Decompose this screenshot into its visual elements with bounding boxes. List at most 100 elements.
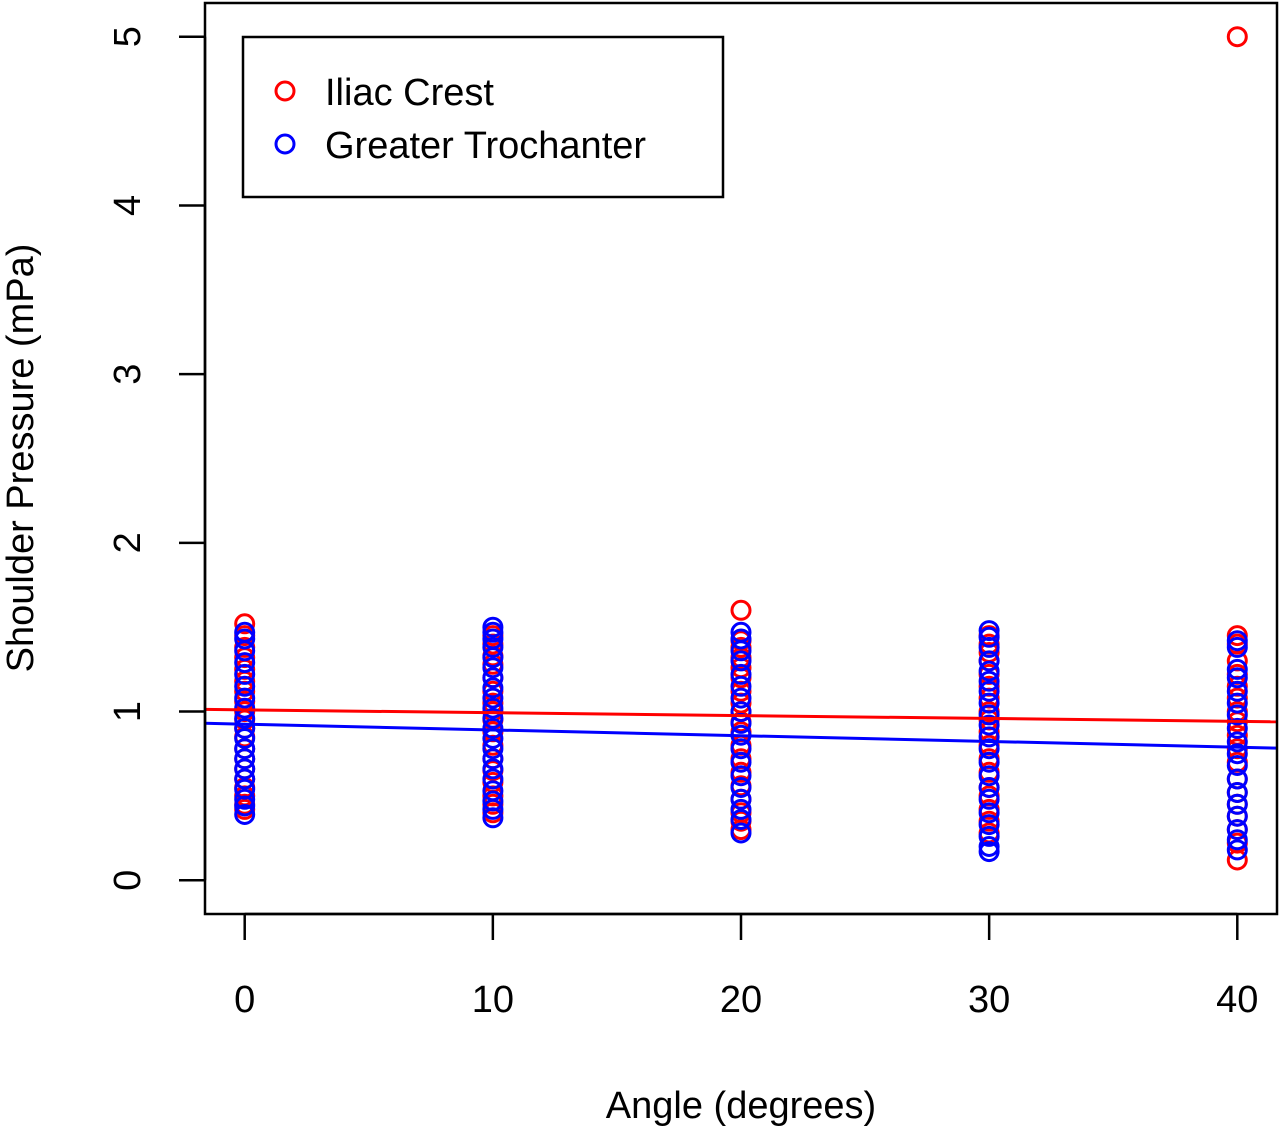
point-greater-trochanter — [1226, 630, 1248, 652]
point-greater-trochanter — [1226, 782, 1248, 803]
point-greater-trochanter — [1226, 793, 1248, 815]
y-tick-label: 2 — [107, 532, 149, 553]
y-tick-label: 3 — [107, 364, 149, 385]
point-greater-trochanter — [730, 738, 752, 760]
point-greater-trochanter — [978, 670, 1000, 692]
point-greater-trochanter — [978, 751, 1000, 773]
point-greater-trochanter — [1226, 667, 1248, 689]
point-greater-trochanter — [730, 663, 752, 685]
point-greater-trochanter — [234, 652, 256, 674]
point-greater-trochanter — [978, 660, 1000, 682]
x-tick-label: 30 — [968, 979, 1010, 1021]
point-greater-trochanter — [482, 687, 504, 709]
point-greater-trochanter — [730, 822, 752, 844]
point-iliac-crest — [234, 613, 256, 635]
point-greater-trochanter — [234, 748, 256, 770]
point-greater-trochanter — [1226, 704, 1248, 726]
point-greater-trochanter — [234, 728, 256, 749]
point-greater-trochanter — [978, 726, 1000, 748]
point-greater-trochanter — [730, 751, 752, 773]
point-greater-trochanter — [482, 807, 504, 829]
point-greater-trochanter — [482, 748, 504, 770]
point-greater-trochanter — [234, 738, 256, 760]
point-greater-trochanter — [978, 650, 1000, 672]
point-greater-trochanter — [730, 809, 752, 830]
point-greater-trochanter — [730, 650, 752, 672]
point-iliac-crest — [1226, 26, 1248, 48]
point-iliac-crest — [730, 599, 752, 621]
point-greater-trochanter — [1226, 731, 1248, 753]
point-greater-trochanter — [978, 680, 1000, 702]
point-greater-trochanter — [234, 758, 256, 780]
point-greater-trochanter — [482, 707, 504, 729]
x-tick-label: 40 — [1216, 979, 1258, 1021]
point-greater-trochanter — [482, 697, 504, 719]
fit-line-iliac-crest — [204, 707, 1278, 724]
legend-marker-iliac-crest — [274, 80, 296, 102]
point-greater-trochanter — [1226, 839, 1248, 861]
point-greater-trochanter — [482, 657, 504, 679]
point-greater-trochanter — [978, 802, 1000, 824]
point-greater-trochanter — [1226, 636, 1248, 658]
point-greater-trochanter — [1226, 768, 1248, 790]
point-greater-trochanter — [978, 765, 1000, 787]
y-axis: 0 1 2 3 4 5 — [107, 26, 207, 891]
y-axis-label: Shoulder Pressure (mPa) — [0, 244, 42, 673]
point-greater-trochanter — [730, 701, 752, 723]
point-greater-trochanter — [730, 675, 752, 697]
legend-label-greater-trochanter: Greater Trochanter — [325, 125, 646, 167]
point-greater-trochanter — [1226, 680, 1248, 702]
point-greater-trochanter — [482, 647, 504, 669]
fit-lines-layer — [204, 707, 1278, 750]
point-greater-trochanter — [482, 798, 504, 820]
x-axis-label: Angle (degrees) — [606, 1085, 876, 1127]
point-greater-trochanter — [234, 640, 256, 662]
point-greater-trochanter — [978, 825, 1000, 847]
point-greater-trochanter — [482, 621, 504, 643]
point-greater-trochanter — [482, 636, 504, 658]
point-greater-trochanter — [730, 628, 752, 650]
point-greater-trochanter — [978, 841, 1000, 863]
point-greater-trochanter — [1226, 658, 1248, 680]
y-tick-label: 0 — [107, 870, 149, 891]
point-greater-trochanter — [234, 663, 256, 685]
point-greater-trochanter — [1226, 755, 1248, 776]
y-tick-label: 5 — [107, 26, 149, 47]
point-greater-trochanter — [482, 768, 504, 790]
point-greater-trochanter — [978, 692, 1000, 714]
point-greater-trochanter — [978, 714, 1000, 736]
x-tick-label: 0 — [234, 979, 255, 1021]
point-greater-trochanter — [482, 677, 504, 699]
legend: Iliac Crest Greater Trochanter — [241, 35, 725, 199]
point-greater-trochanter — [234, 795, 256, 817]
legend-marker-greater-trochanter — [274, 133, 296, 155]
point-greater-trochanter — [234, 687, 256, 709]
point-greater-trochanter — [978, 738, 1000, 760]
point-greater-trochanter — [482, 758, 504, 780]
y-tick-label: 4 — [107, 195, 149, 216]
point-greater-trochanter — [730, 687, 752, 709]
point-greater-trochanter — [1226, 829, 1248, 851]
point-iliac-crest — [1226, 849, 1248, 871]
fit-line-greater-trochanter — [204, 721, 1278, 750]
x-tick-label: 20 — [720, 979, 762, 1021]
point-greater-trochanter — [978, 704, 1000, 726]
point-greater-trochanter — [730, 765, 752, 787]
point-greater-trochanter — [234, 788, 256, 810]
point-greater-trochanter — [730, 798, 752, 820]
point-greater-trochanter — [1226, 743, 1248, 765]
point-greater-trochanter — [234, 697, 256, 719]
point-greater-trochanter — [730, 640, 752, 662]
point-greater-trochanter — [730, 777, 752, 798]
point-greater-trochanter — [234, 717, 256, 739]
point-greater-trochanter — [234, 628, 256, 650]
y-tick-label: 1 — [107, 701, 149, 722]
point-greater-trochanter — [978, 814, 1000, 836]
point-greater-trochanter — [730, 788, 752, 810]
point-greater-trochanter — [1226, 819, 1248, 841]
point-greater-trochanter — [234, 804, 256, 825]
point-greater-trochanter — [234, 675, 256, 697]
point-greater-trochanter — [978, 788, 1000, 810]
legend-label-iliac-crest: Iliac Crest — [325, 72, 494, 114]
